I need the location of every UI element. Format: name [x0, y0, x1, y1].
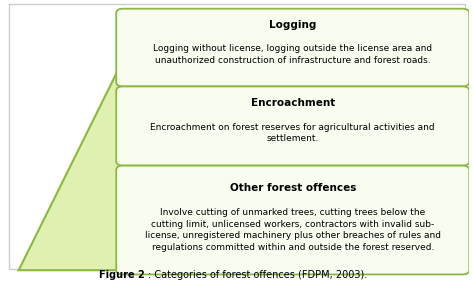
Text: Other forest offences: Other forest offences — [229, 183, 356, 193]
Text: Encroachment: Encroachment — [251, 98, 335, 109]
Text: Logging: Logging — [269, 20, 317, 30]
FancyBboxPatch shape — [116, 166, 469, 275]
FancyBboxPatch shape — [116, 9, 469, 86]
Text: Figure 2: Figure 2 — [99, 270, 145, 280]
Polygon shape — [18, 13, 274, 270]
Text: : Categories of forest offences (FDPM, 2003).: : Categories of forest offences (FDPM, 2… — [148, 270, 367, 280]
Text: Encroachment on forest reserves for agricultural activities and
settlement.: Encroachment on forest reserves for agri… — [150, 123, 435, 143]
Text: Logging without license, logging outside the license area and
unauthorized const: Logging without license, logging outside… — [153, 44, 432, 65]
FancyBboxPatch shape — [116, 86, 469, 166]
Text: Involve cutting of unmarked trees, cutting trees below the
cutting limit, unlice: Involve cutting of unmarked trees, cutti… — [145, 208, 441, 252]
